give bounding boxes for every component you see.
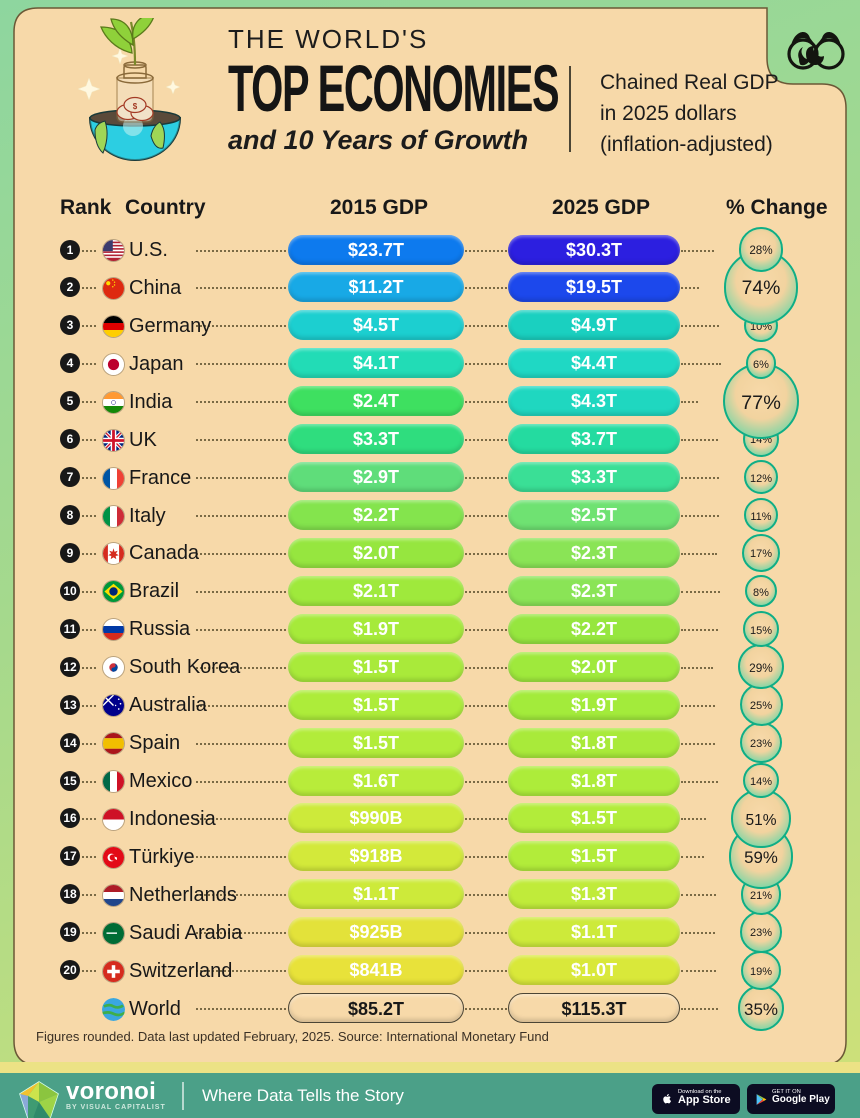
svg-text:$: $ — [133, 102, 138, 111]
